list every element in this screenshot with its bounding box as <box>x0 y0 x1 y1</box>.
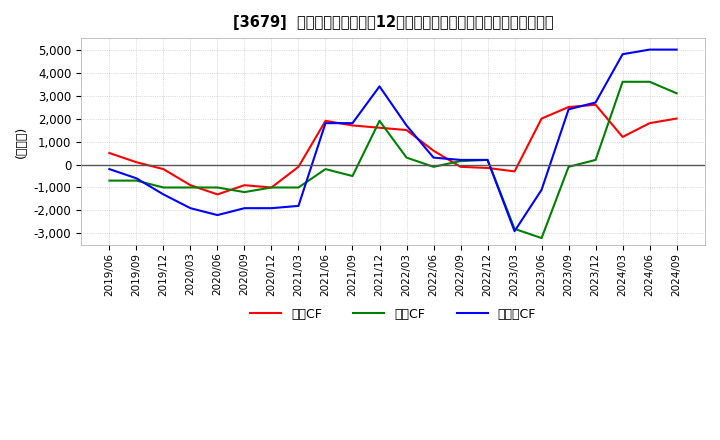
フリーCF <box>186 205 194 211</box>
投賁CF <box>159 185 168 190</box>
投賁CF <box>402 155 411 160</box>
投賁CF <box>267 185 276 190</box>
投賁CF <box>321 166 330 172</box>
フリーCF <box>618 51 627 57</box>
営業CF <box>429 148 438 154</box>
フリーCF <box>213 213 222 218</box>
営業CF <box>213 192 222 197</box>
営業CF <box>564 104 573 110</box>
フリーCF <box>672 47 681 52</box>
営業CF <box>456 164 465 169</box>
営業CF <box>537 116 546 121</box>
営業CF <box>402 128 411 133</box>
営業CF <box>348 123 357 128</box>
フリーCF <box>402 123 411 128</box>
Line: 営業CF: 営業CF <box>109 105 677 194</box>
投賁CF <box>591 157 600 162</box>
Title: [3679]  キャッシュフローの12か月移動合計の対前年同期増減額の推移: [3679] キャッシュフローの12か月移動合計の対前年同期増減額の推移 <box>233 15 554 30</box>
投賁CF <box>375 118 384 124</box>
フリーCF <box>429 155 438 160</box>
フリーCF <box>483 157 492 162</box>
営業CF <box>294 164 303 169</box>
フリーCF <box>591 100 600 105</box>
投賁CF <box>132 178 140 183</box>
営業CF <box>159 166 168 172</box>
投賁CF <box>483 157 492 162</box>
フリーCF <box>240 205 249 211</box>
営業CF <box>186 183 194 188</box>
営業CF <box>105 150 114 156</box>
フリーCF <box>267 205 276 211</box>
フリーCF <box>375 84 384 89</box>
投賁CF <box>213 185 222 190</box>
フリーCF <box>105 166 114 172</box>
投賁CF <box>429 164 438 169</box>
投賁CF <box>294 185 303 190</box>
営業CF <box>591 102 600 107</box>
営業CF <box>510 169 519 174</box>
投賁CF <box>645 79 654 84</box>
フリーCF <box>159 192 168 197</box>
投賁CF <box>618 79 627 84</box>
Line: 投賁CF: 投賁CF <box>109 82 677 238</box>
投賁CF <box>348 173 357 179</box>
投賁CF <box>510 226 519 231</box>
フリーCF <box>348 121 357 126</box>
営業CF <box>132 160 140 165</box>
フリーCF <box>645 47 654 52</box>
フリーCF <box>537 187 546 192</box>
投賁CF <box>537 235 546 241</box>
投賁CF <box>240 190 249 195</box>
投賁CF <box>105 178 114 183</box>
営業CF <box>645 121 654 126</box>
投賁CF <box>564 164 573 169</box>
フリーCF <box>294 203 303 209</box>
Line: フリーCF: フリーCF <box>109 50 677 231</box>
営業CF <box>672 116 681 121</box>
投賁CF <box>456 158 465 164</box>
フリーCF <box>132 176 140 181</box>
フリーCF <box>510 228 519 234</box>
営業CF <box>483 165 492 171</box>
営業CF <box>240 183 249 188</box>
営業CF <box>321 118 330 124</box>
営業CF <box>375 125 384 130</box>
Y-axis label: (百万円): (百万円) <box>15 125 28 158</box>
Legend: 営業CF, 投賁CF, フリーCF: 営業CF, 投賁CF, フリーCF <box>245 303 541 326</box>
フリーCF <box>564 107 573 112</box>
フリーCF <box>456 157 465 162</box>
フリーCF <box>321 121 330 126</box>
投賁CF <box>186 185 194 190</box>
営業CF <box>267 185 276 190</box>
営業CF <box>618 134 627 139</box>
投賁CF <box>672 91 681 96</box>
